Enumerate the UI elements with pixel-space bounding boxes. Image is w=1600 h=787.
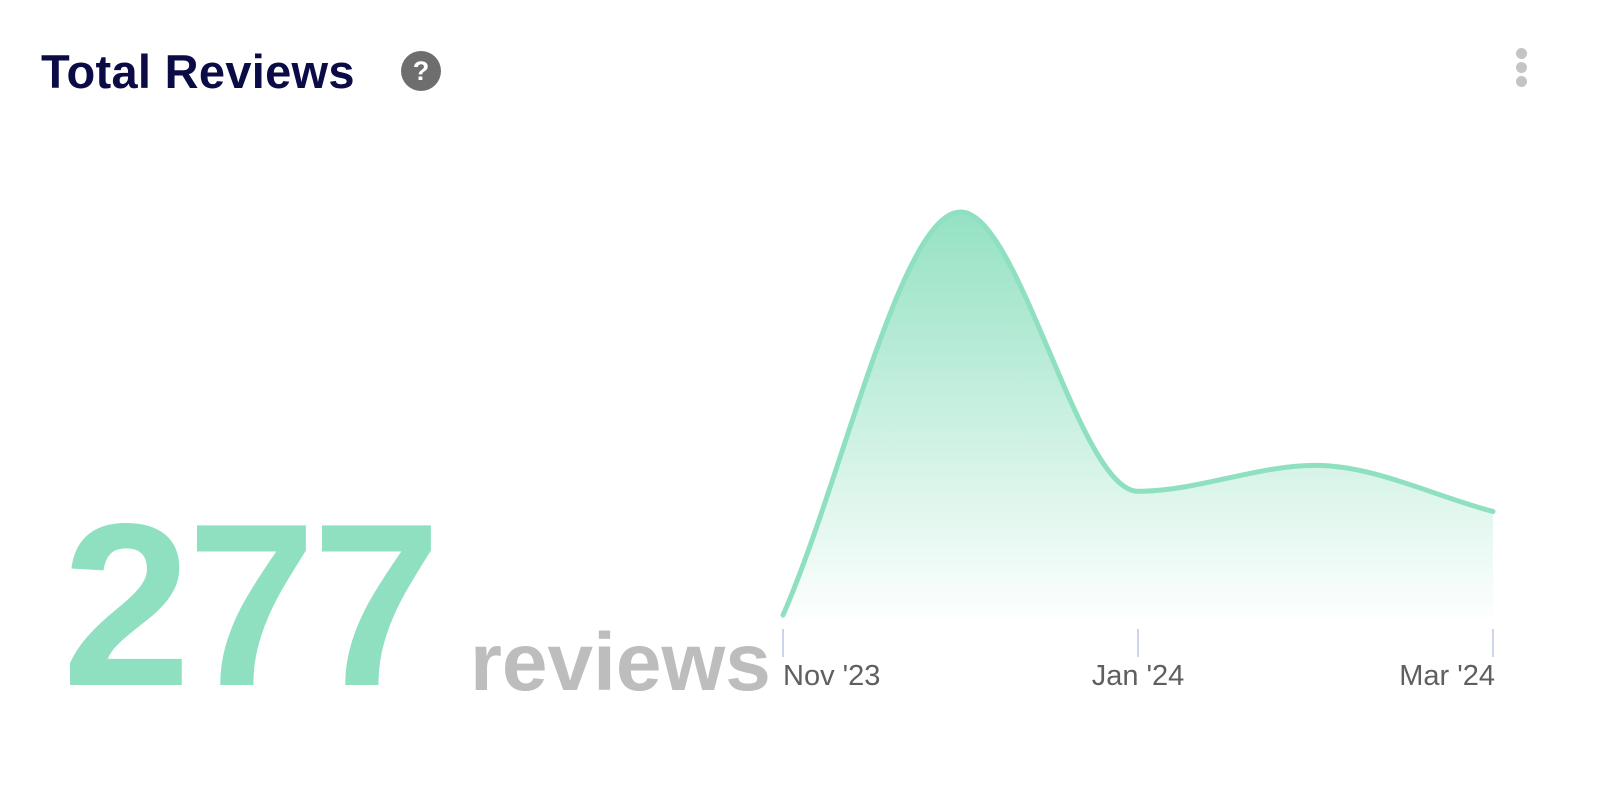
card-title: Total Reviews xyxy=(41,45,355,98)
kebab-menu-icon[interactable] xyxy=(1511,48,1531,92)
x-tick-label: Nov '23 xyxy=(783,660,880,692)
series-line xyxy=(780,209,1496,618)
total-value: 277 xyxy=(62,476,441,735)
x-tick-label: Jan '24 xyxy=(1092,660,1185,692)
total-unit: reviews xyxy=(470,617,771,708)
area-fill xyxy=(783,212,1493,618)
x-tick-label: Mar '24 xyxy=(1399,660,1495,692)
question-circle-icon[interactable]: ? xyxy=(401,51,441,91)
